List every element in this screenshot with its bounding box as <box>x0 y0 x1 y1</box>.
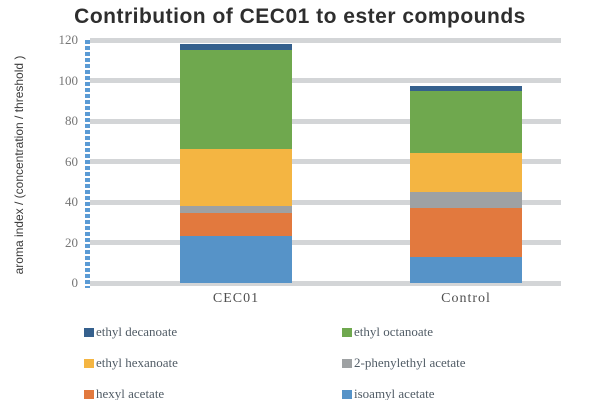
grid-line <box>90 280 561 286</box>
bar-segment-ethyl-hexanoate <box>180 149 292 207</box>
legend-label: isoamyl acetate <box>354 386 435 400</box>
legend-label: ethyl hexanoate <box>96 355 178 370</box>
grid-line <box>90 240 561 245</box>
bar-segment-2-phenylethyl-acetate <box>410 191 522 209</box>
legend-label: 2-phenylethyl acetate <box>354 355 466 370</box>
legend-item-ethyl-hexanoate: ethyl hexanoate <box>84 355 178 370</box>
plot-area <box>90 37 561 286</box>
y-tick-label: 80 <box>65 113 78 128</box>
legend-item-hexyl-acetate: hexyl acetate <box>84 386 165 400</box>
bar-segment-ethyl-octanoate <box>180 50 292 150</box>
legend-label: ethyl decanoate <box>96 324 178 339</box>
y-tick-label: 20 <box>65 234 78 250</box>
grid-line <box>90 118 561 124</box>
grid-line <box>90 37 561 43</box>
legend-swatch-icon <box>342 327 352 337</box>
legend-label: hexyl acetate <box>96 386 165 400</box>
legend-item-isoamyl-acetate: isoamyl acetate <box>342 386 435 400</box>
y-tick-label: 120 <box>58 32 79 47</box>
y-tick-label: 0 <box>71 275 79 290</box>
grid-line <box>90 159 561 164</box>
bar-segment-2-phenylethyl-acetate <box>180 206 292 214</box>
bar-segment-isoamyl-acetate <box>180 236 292 283</box>
y-tick-label: 40 <box>65 194 78 209</box>
category-label-cec01: CEC01 <box>212 291 260 306</box>
y-tick-label: 60 <box>65 153 78 169</box>
y-tick-label: 100 <box>58 72 79 88</box>
bar-segment-hexyl-acetate <box>410 208 522 257</box>
legend-item-ethyl-decanoate: ethyl decanoate <box>84 324 178 339</box>
bar-segment-ethyl-decanoate <box>410 85 522 91</box>
legend-item-2-phenylethyl-acetate: 2-phenylethyl acetate <box>342 355 466 370</box>
bar-segment-ethyl-hexanoate <box>410 153 522 192</box>
y-axis-line <box>85 40 90 288</box>
legend-swatch-icon <box>342 389 352 399</box>
bar-control <box>410 40 522 283</box>
legend-item-ethyl-octanoate: ethyl octanoate <box>342 324 434 339</box>
legend-swatch-icon <box>84 327 94 337</box>
chart-title: Contribution of CEC01 to ester compounds <box>74 5 526 28</box>
legend-label: ethyl octanoate <box>354 324 434 339</box>
bar-segment-isoamyl-acetate <box>410 256 522 283</box>
legend-swatch-icon <box>342 358 352 368</box>
category-label-control: Control <box>441 291 491 306</box>
bar-segment-hexyl-acetate <box>180 213 292 237</box>
bar-segment-ethyl-octanoate <box>410 90 522 154</box>
y-axis-title: aroma index / (concentration / threshold… <box>12 55 26 275</box>
bar-segment-ethyl-decanoate <box>180 44 292 51</box>
grid-line <box>90 78 561 83</box>
bar-cec01 <box>180 40 292 283</box>
legend-swatch-icon <box>84 358 94 368</box>
grid-line <box>90 199 561 205</box>
legend-swatch-icon <box>84 389 94 399</box>
